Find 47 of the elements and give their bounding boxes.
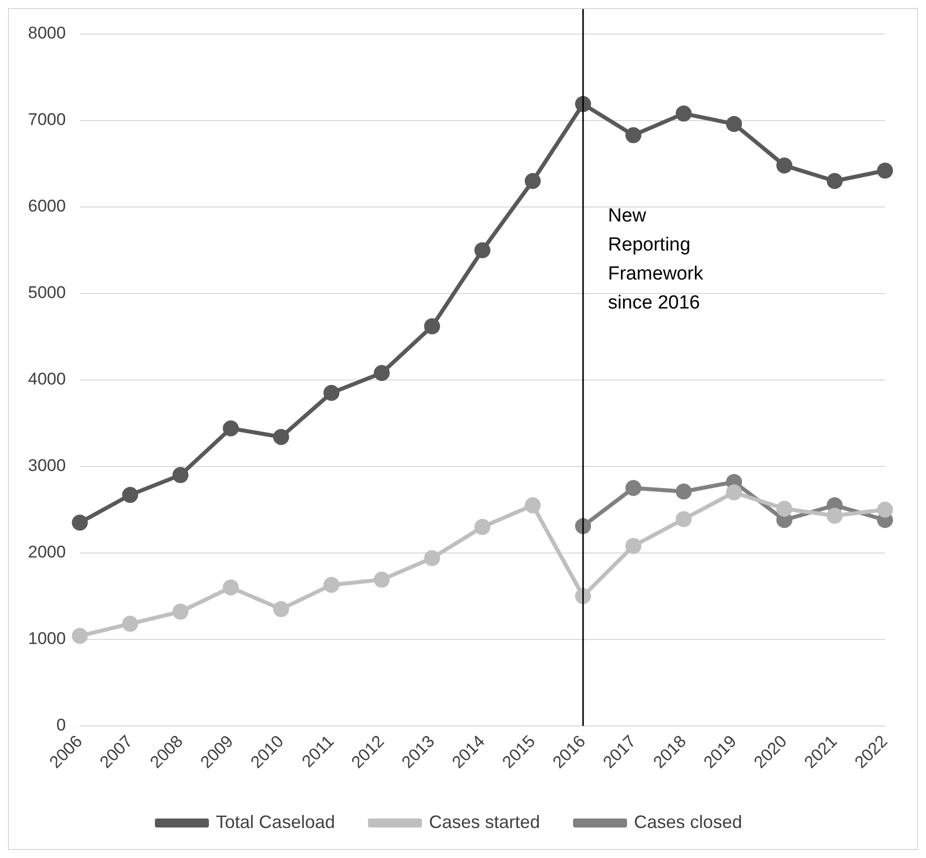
point <box>323 576 340 593</box>
point <box>524 173 541 190</box>
y-tick-label: 6000 <box>28 196 66 216</box>
ref-line-label: New Reporting Framework since 2016 <box>608 206 704 314</box>
point <box>726 116 742 132</box>
point <box>323 384 340 401</box>
point <box>524 497 541 514</box>
point <box>424 318 440 334</box>
point <box>776 500 792 517</box>
point <box>877 502 893 518</box>
legend-label: Total Caseload <box>216 812 335 832</box>
point <box>273 601 290 618</box>
point <box>726 484 742 500</box>
point <box>172 604 188 620</box>
point <box>122 486 138 503</box>
point <box>625 480 642 496</box>
point <box>625 127 642 144</box>
legend-label: Cases started <box>428 812 540 832</box>
point <box>172 467 188 484</box>
point <box>676 483 692 500</box>
point <box>374 572 390 588</box>
y-tick-label: 4000 <box>28 370 66 389</box>
point <box>826 173 843 190</box>
point <box>222 579 239 596</box>
y-tick-label: 8000 <box>28 24 66 43</box>
point <box>877 162 893 179</box>
legend-label: Cases closed <box>634 812 742 832</box>
point <box>676 106 692 122</box>
point <box>826 508 843 524</box>
point <box>72 628 88 644</box>
point <box>625 538 642 554</box>
point <box>474 518 490 535</box>
point <box>72 514 88 531</box>
y-tick-label: 7000 <box>28 110 66 130</box>
y-tick-label: 2000 <box>28 542 66 562</box>
point <box>424 550 440 566</box>
point <box>776 157 792 174</box>
y-tick-label: 5000 <box>28 283 66 302</box>
point <box>273 428 290 445</box>
point <box>374 365 390 381</box>
y-tick-label: 3000 <box>28 456 66 476</box>
point <box>474 242 490 258</box>
y-tick-label: 1000 <box>28 629 66 648</box>
point <box>676 511 692 528</box>
point <box>222 420 239 436</box>
point <box>122 616 138 632</box>
y-tick-label: 0 <box>56 716 66 735</box>
